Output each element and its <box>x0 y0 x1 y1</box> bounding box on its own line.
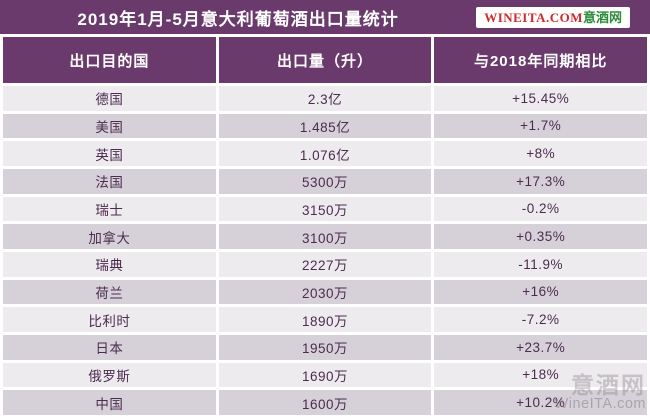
volume-cell: 2227万 <box>218 251 432 277</box>
volume-cell: 1890万 <box>218 307 432 332</box>
change-cell: +23.7% <box>434 334 647 360</box>
country-cell: 瑞典 <box>3 251 216 277</box>
change-cell: +15.45% <box>434 86 647 111</box>
country-cell: 荷兰 <box>3 279 216 305</box>
volume-cell: 1.076亿 <box>218 141 432 166</box>
change-cell: -7.2% <box>434 307 647 332</box>
title-wrap: 2019年1月-5月意大利葡萄酒出口量统计 <box>0 5 476 30</box>
title-bar: 2019年1月-5月意大利葡萄酒出口量统计 WINEITA.COM意酒网 <box>0 0 650 34</box>
change-cell: -11.9% <box>434 251 647 277</box>
page-title: 2019年1月-5月意大利葡萄酒出口量统计 <box>77 9 399 29</box>
volume-cell: 3100万 <box>218 224 432 249</box>
table-row: 瑞典 2227万 -11.9% <box>3 251 647 277</box>
volume-cell: 2.3亿 <box>218 86 432 111</box>
country-cell: 俄罗斯 <box>3 362 216 388</box>
table-row: 中国 1600万 +10.2% <box>3 390 647 415</box>
table-row: 荷兰 2030万 +16% <box>3 279 647 305</box>
table-row: 瑞士 3150万 -0.2% <box>3 196 647 222</box>
table-header: 出口目的国 出口量（升） 与2018年同期相比 <box>3 37 647 83</box>
logo-name-text: 意酒网 <box>582 9 622 25</box>
table-row: 法国 5300万 +17.3% <box>3 168 647 194</box>
country-cell: 瑞士 <box>3 196 216 222</box>
change-cell: +17.3% <box>434 168 647 194</box>
header-row: 出口目的国 出口量（升） 与2018年同期相比 <box>3 37 647 83</box>
country-cell: 中国 <box>3 390 216 415</box>
country-cell: 加拿大 <box>3 224 216 249</box>
change-cell: -0.2% <box>434 196 647 222</box>
col-header-volume: 出口量（升） <box>218 37 432 83</box>
change-cell: +1.7% <box>434 113 647 139</box>
table-row: 加拿大 3100万 +0.35% <box>3 224 647 249</box>
table-row: 英国 1.076亿 +8% <box>3 141 647 166</box>
country-cell: 法国 <box>3 168 216 194</box>
change-cell: +16% <box>434 279 647 305</box>
volume-cell: 2030万 <box>218 279 432 305</box>
change-cell: +8% <box>434 141 647 166</box>
country-cell: 日本 <box>3 334 216 360</box>
wineita-logo: WINEITA.COM意酒网 <box>476 6 630 28</box>
export-table: 出口目的国 出口量（升） 与2018年同期相比 德国 2.3亿 +15.45% … <box>0 34 650 418</box>
volume-cell: 1.485亿 <box>218 113 432 139</box>
volume-cell: 3150万 <box>218 196 432 222</box>
country-cell: 美国 <box>3 113 216 139</box>
table-body: 德国 2.3亿 +15.45% 美国 1.485亿 +1.7% 英国 1.076… <box>3 86 647 415</box>
table-row: 德国 2.3亿 +15.45% <box>3 86 647 111</box>
country-cell: 比利时 <box>3 307 216 332</box>
country-cell: 德国 <box>3 86 216 111</box>
table-row: 美国 1.485亿 +1.7% <box>3 113 647 139</box>
change-cell: +0.35% <box>434 224 647 249</box>
volume-cell: 1690万 <box>218 362 432 388</box>
country-cell: 英国 <box>3 141 216 166</box>
change-cell: +10.2% <box>434 390 647 415</box>
table-row: 日本 1950万 +23.7% <box>3 334 647 360</box>
col-header-destination: 出口目的国 <box>3 37 216 83</box>
volume-cell: 1950万 <box>218 334 432 360</box>
logo-site-text: WINEITA.COM <box>484 9 583 25</box>
volume-cell: 5300万 <box>218 168 432 194</box>
change-cell: +18% <box>434 362 647 388</box>
table-row: 俄罗斯 1690万 +18% <box>3 362 647 388</box>
col-header-change: 与2018年同期相比 <box>434 37 647 83</box>
volume-cell: 1600万 <box>218 390 432 415</box>
table-row: 比利时 1890万 -7.2% <box>3 307 647 332</box>
